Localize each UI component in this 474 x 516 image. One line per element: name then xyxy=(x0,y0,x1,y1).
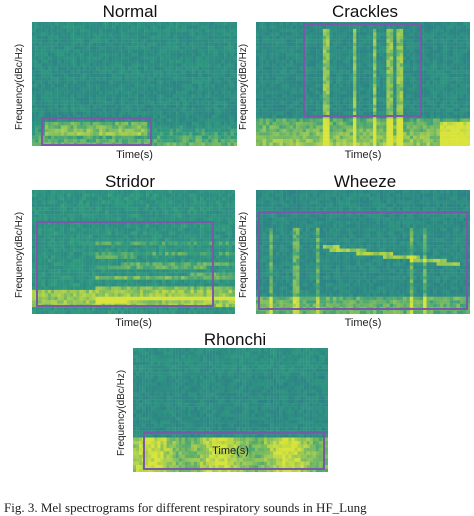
panel-normal: Normal Time(s) Frequency(dBc/Hz) xyxy=(0,0,240,168)
y-axis-label: Frequency(dBc/Hz) xyxy=(116,369,127,456)
highlight-box xyxy=(143,432,325,470)
y-axis-label: Frequency(dBc/Hz) xyxy=(238,43,249,130)
x-axis-label: Time(s) xyxy=(344,317,382,329)
highlight-box xyxy=(303,23,422,117)
spectrogram-normal xyxy=(32,22,237,146)
y-axis-label: Frequency(dBc/Hz) xyxy=(14,211,25,298)
x-axis-label: Time(s) xyxy=(116,149,153,161)
panel-stridor: Stridor Time(s) Frequency(dBc/Hz) xyxy=(0,170,240,336)
x-axis-label: Time(s) xyxy=(344,149,382,161)
highlight-box xyxy=(36,221,214,307)
spectrogram-crackles xyxy=(256,22,470,146)
y-axis-label: Frequency(dBc/Hz) xyxy=(238,211,249,298)
panel-wheeze: Wheeze Time(s) Frequency(dBc/Hz) xyxy=(236,170,474,336)
panel-title: Crackles xyxy=(331,2,399,21)
spectrogram-image xyxy=(133,348,328,472)
spectrogram-image xyxy=(256,22,470,146)
spectrogram-rhonchi xyxy=(133,348,328,472)
panel-title: Rhonchi xyxy=(203,330,267,349)
y-axis-label: Frequency(dBc/Hz) xyxy=(14,43,25,130)
highlight-box xyxy=(41,117,152,146)
panel-title: Wheeze xyxy=(333,172,397,191)
panel-title: Stridor xyxy=(104,172,156,191)
x-axis-label: Time(s) xyxy=(115,317,152,329)
figure-caption: Fig. 3. Mel spectrograms for different r… xyxy=(4,500,367,515)
panel-title: Normal xyxy=(102,2,158,21)
spectrogram-image xyxy=(32,22,237,146)
panel-rhonchi: Rhonchi Time(s) Frequency(dBc/Hz) xyxy=(110,328,340,498)
x-axis-label: Time(s) xyxy=(212,445,249,457)
panel-crackles: Crackles Time(s) Frequency(dBc/Hz) xyxy=(236,0,474,168)
highlight-box xyxy=(258,211,468,310)
